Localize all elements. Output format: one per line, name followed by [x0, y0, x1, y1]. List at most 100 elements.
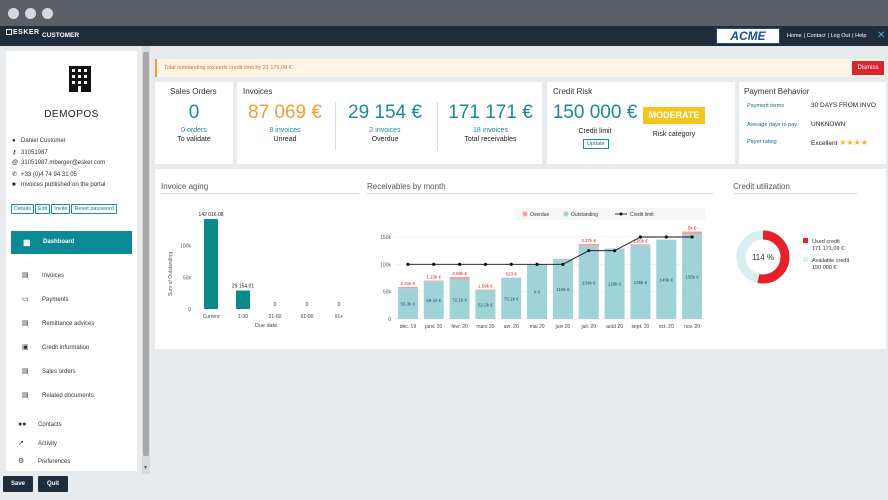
- divider: [367, 193, 713, 194]
- risk-category-badge: MODERATE: [643, 107, 705, 124]
- sidebar-item-remittance[interactable]: ▤ Remittance advices: [22, 320, 95, 327]
- credit-limit-line: [407, 236, 693, 265]
- window-maximize-dot[interactable]: [42, 8, 53, 19]
- rating-stars-icon: ★★★★: [839, 138, 868, 147]
- app-header: ESKER CUSTOMER ACME Home | Contact | Log O…: [0, 26, 888, 46]
- recv-outstanding-bar: [578, 245, 599, 319]
- aging-data-label: 0: [274, 302, 277, 308]
- home-link[interactable]: Home: [787, 33, 802, 39]
- recv-xtick: janv. 20: [424, 324, 442, 330]
- aging-bar: [204, 219, 218, 309]
- aging-xtick: Current: [203, 314, 220, 320]
- overdue-kpi[interactable]: 29 154 € 2 invoices Overdue: [337, 102, 433, 143]
- sidebar-item-contacts[interactable]: ●● Contacts: [18, 421, 62, 428]
- recv-outstanding-label: 72.1k €: [452, 297, 467, 302]
- scroll-down-icon[interactable]: ▼: [143, 465, 148, 471]
- sales-orders-card: Sales Orders 0 0 orders To validate: [155, 82, 233, 164]
- sidebar-item-credit-information[interactable]: ▣ Credit information: [22, 344, 90, 351]
- sidebar-scroll-thumb[interactable]: [143, 52, 149, 456]
- save-button[interactable]: Save: [3, 476, 33, 492]
- sidebar-item-sales-orders[interactable]: ▤ Sales orders: [22, 368, 76, 375]
- total-receivables-kpi[interactable]: 171 171 € 18 invoices Total receivables: [439, 102, 542, 143]
- sidebar-item-activity[interactable]: ↗ Activity: [18, 440, 58, 447]
- recv-outstanding-label: 110k €: [556, 287, 570, 292]
- sidebar-item-payments[interactable]: ▭ Payments: [22, 296, 69, 303]
- legend-outstanding-swatch: [563, 211, 569, 217]
- payment-behavior-card: Payment Behavior Payment terms 30 DAYS F…: [739, 82, 886, 164]
- credit-limit-value: 150 000 €: [552, 102, 638, 123]
- aging-xtick: 1-30: [238, 314, 248, 320]
- recv-outstanding-bar: [604, 248, 625, 319]
- recv-overdue-bar: [578, 243, 599, 246]
- recv-outstanding-bar: [475, 290, 496, 319]
- legend-overdue-swatch: [522, 211, 528, 217]
- edit-button[interactable]: Edit: [34, 204, 51, 214]
- legend-available-swatch: [803, 257, 808, 262]
- contact-link[interactable]: Contact: [806, 33, 826, 39]
- sidebar-item-invoices[interactable]: ▤ Invoices: [22, 272, 65, 279]
- recv-overdue-label: 1.55k €: [633, 238, 648, 243]
- credit-alert: Total outstanding exceeds credit limit b…: [155, 59, 885, 77]
- recv-xtick: juil. 20: [581, 324, 597, 330]
- donut-center-label: 114 %: [752, 253, 774, 262]
- aging-data-label: 0: [338, 302, 341, 308]
- recv-overdue-bar: [682, 231, 703, 235]
- users-icon: ●●: [18, 421, 27, 428]
- window-close-dot[interactable]: [8, 8, 19, 19]
- sales-orders-title: Sales Orders: [170, 87, 217, 96]
- recv-overdue-label: 2.31k €: [401, 281, 416, 286]
- recv-outstanding-label: 129k €: [608, 282, 622, 287]
- logout-link[interactable]: Log Out: [830, 33, 851, 39]
- esker-logo: ESKER: [6, 29, 40, 36]
- recv-xtick: nov. 20: [684, 324, 700, 330]
- credit-utilization-title: Credit utilization: [733, 182, 790, 191]
- at-icon: @: [12, 160, 19, 166]
- documents-icon: ▤: [22, 392, 29, 399]
- reset-password-button[interactable]: Reset password: [71, 204, 117, 214]
- unread-kpi[interactable]: 87 069 € 8 invoices Unread: [237, 102, 333, 143]
- recv-outstanding-bar: [449, 279, 470, 319]
- sidebar-item-related-documents[interactable]: ▤ Related documents: [22, 392, 94, 399]
- receivables-title: Receivables by month: [367, 182, 446, 191]
- sales-orders-value: 0: [188, 102, 200, 123]
- dismiss-button[interactable]: Dismiss: [852, 61, 884, 75]
- recv-outstanding-bar: [552, 258, 573, 319]
- receipt-icon: ▤: [22, 320, 29, 327]
- credit-limit-point: [406, 262, 410, 266]
- recv-outstanding-label: 145k €: [659, 277, 673, 282]
- recv-ytick: 100k: [380, 262, 391, 268]
- recv-xtick: oct. 20: [659, 324, 674, 330]
- contact-email: @31051987.mberger@esker.com: [12, 160, 106, 166]
- aging-data-label: 0: [306, 302, 309, 308]
- credit-limit-point: [638, 235, 643, 239]
- risk-category-caption: Risk category: [652, 131, 696, 138]
- help-link[interactable]: Help: [855, 33, 867, 39]
- sidebar-buttons: Details Edit Invite Reset password: [11, 204, 118, 214]
- sales-orders-count: 0 orders: [181, 127, 207, 134]
- legend-used-label: Used credit: [812, 239, 840, 245]
- window-titlebar: [0, 0, 888, 26]
- recv-outstanding-bar: [630, 245, 651, 319]
- overdue-caption: Overdue: [371, 136, 399, 143]
- total-receivables-count: 18 invoices: [472, 127, 509, 134]
- sidebar-item-dashboard[interactable]: ▦ Dashboard: [11, 231, 132, 254]
- phone-icon: ✆: [12, 172, 18, 178]
- legend-available-value: 150 000 €: [812, 265, 836, 271]
- divider: [437, 102, 438, 150]
- credit-limit-kpi: 150 000 € Credit limit: [549, 102, 641, 135]
- donut-used-slice: [736, 230, 790, 284]
- close-icon[interactable]: ✕: [877, 30, 886, 41]
- invite-button[interactable]: Invite: [51, 204, 71, 214]
- invoice-aging-chart: Sum of Outstanding Due date 0 50k 100k 142 …: [168, 212, 343, 329]
- sidebar: DEMOPOS ● Daniel Customer ⚷ 31051987 @3105…: [6, 51, 137, 471]
- sales-orders-kpi[interactable]: 0 0 orders To validate: [155, 102, 233, 143]
- sidebar-item-preferences[interactable]: ⚙ Preferences: [18, 458, 71, 465]
- credit-risk-card: Credit Risk 150 000 € Credit limit Updat…: [547, 82, 735, 164]
- credit-risk-title: Credit Risk: [553, 87, 593, 96]
- window-minimize-dot[interactable]: [25, 8, 36, 19]
- update-button[interactable]: Update: [583, 139, 609, 149]
- quit-button[interactable]: Quit: [38, 476, 68, 492]
- company-name: DEMOPOS: [44, 109, 99, 120]
- aging-xtick: 31-60: [269, 314, 282, 320]
- details-button[interactable]: Details: [11, 204, 34, 214]
